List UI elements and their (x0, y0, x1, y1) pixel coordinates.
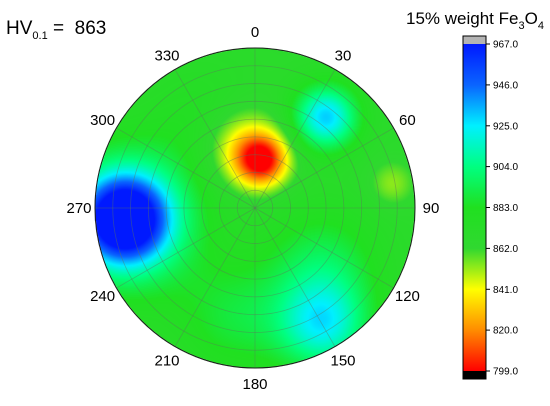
colorbar-tick-label: 799.0 (493, 367, 518, 378)
angular-tick-label: 330 (154, 48, 179, 65)
grid-ring (165, 118, 345, 298)
colorbar-tick-label: 820.0 (493, 326, 518, 337)
angular-tick-label: 240 (90, 288, 115, 305)
chart-title: 15% weight Fe3O4 (406, 9, 544, 32)
grid-spoke (174, 207, 256, 347)
colorbar-under-swatch (463, 371, 486, 379)
angular-tick-label: 30 (335, 48, 352, 65)
colorbar-tick-label: 841.0 (493, 285, 518, 296)
grid-ring (201, 154, 309, 262)
colorbar-gradient (463, 44, 486, 371)
grid-spoke (116, 127, 256, 209)
angular-tick-label: 300 (90, 112, 115, 129)
grid-spoke (254, 207, 336, 347)
colorbar-over-swatch (463, 36, 486, 44)
colorbar-tick-label: 904.0 (493, 162, 518, 173)
angular-tick-label: 180 (242, 376, 267, 393)
grid-ring (183, 136, 327, 280)
angular-tick-label: 120 (395, 288, 420, 305)
colorbar-tick-label: 862.0 (493, 244, 518, 255)
hv-label: HV0.1 = 863 (6, 18, 106, 42)
grid-spoke (174, 69, 256, 209)
colorbar-tick-label: 946.0 (493, 80, 518, 91)
colorbar-tick-label: 925.0 (493, 121, 518, 132)
grid-ring (130, 83, 380, 333)
angular-tick-label: 210 (154, 352, 179, 369)
grid-ring (236, 189, 274, 227)
angular-tick-label: 0 (251, 24, 259, 41)
grid-ring (147, 100, 363, 316)
colorbar: 967.0 946.0 925.0 904.0 883.0 862.0 841.0 820.0… (462, 35, 518, 380)
polar-grid (94, 47, 416, 369)
angular-tick-label: 60 (399, 112, 416, 129)
colorbar-tick-label: 883.0 (493, 203, 518, 214)
grid-spoke (254, 127, 394, 209)
grid-spoke (254, 69, 336, 209)
grid-spoke (116, 207, 256, 289)
angular-tick-labels: 0 30 60 90 120 150 180 210 240 270 300 330 (66, 24, 439, 393)
polar-outline (94, 47, 416, 369)
grid-spoke (254, 207, 394, 289)
colorbar-tick-label: 967.0 (493, 40, 518, 51)
angular-tick-label: 90 (423, 200, 440, 217)
angular-tick-label: 150 (330, 352, 355, 369)
grid-ring (219, 172, 291, 244)
grid-ring (112, 65, 398, 351)
angular-tick-label: 270 (66, 200, 91, 217)
